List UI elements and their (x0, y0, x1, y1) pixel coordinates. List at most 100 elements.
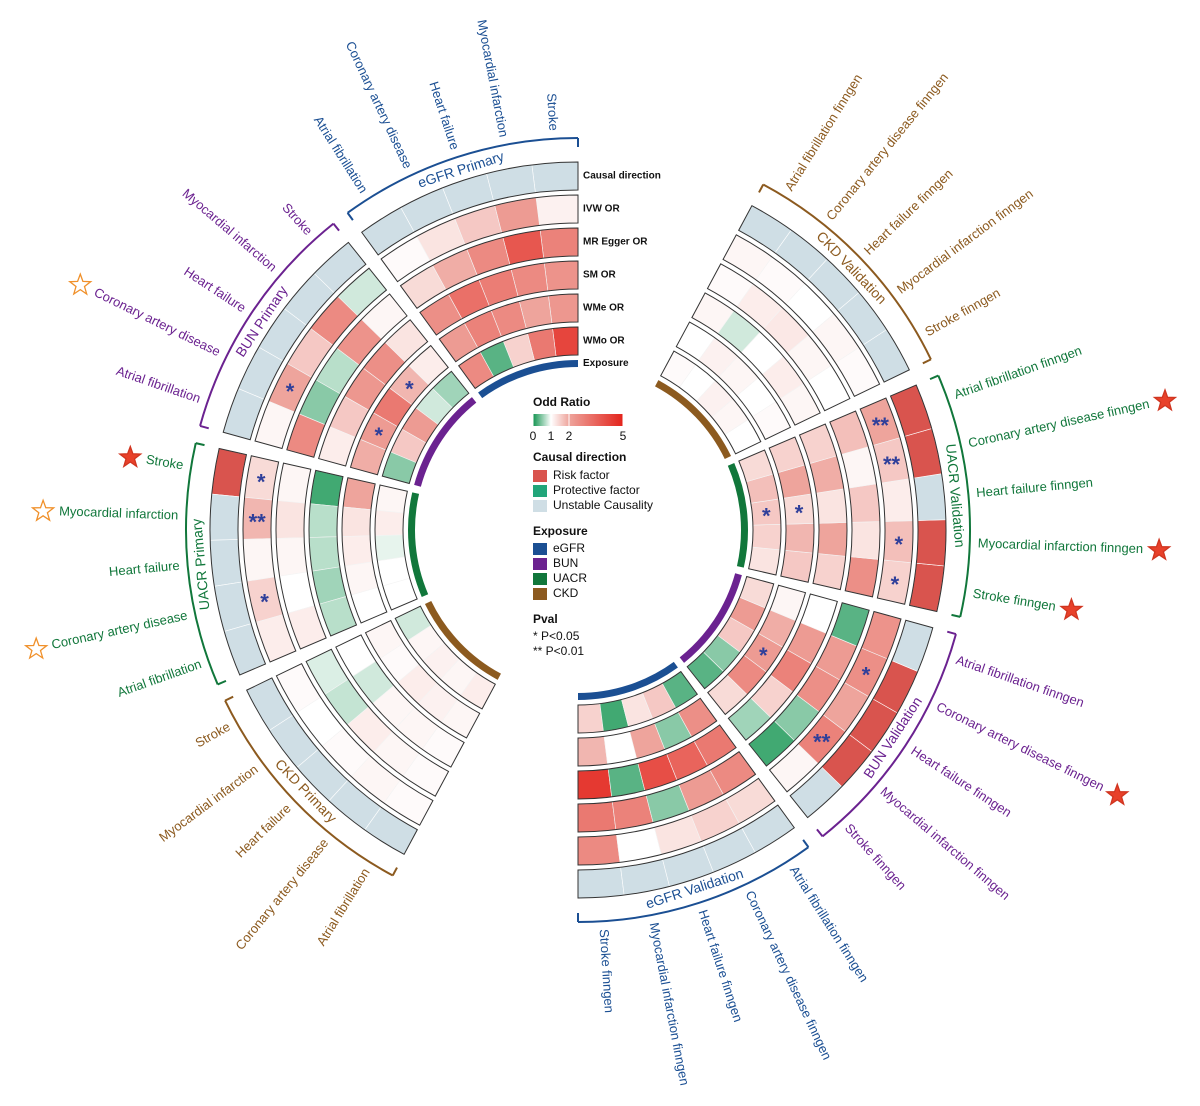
ring-outline (577, 670, 699, 734)
direction-cell (209, 493, 240, 541)
legend-label: eGFR (553, 541, 585, 555)
pval-star: * (375, 423, 384, 448)
heat-cell (543, 260, 579, 292)
heat-cell (341, 535, 373, 567)
outcome-label: Heart failure finngen (861, 166, 956, 258)
heat-cell (881, 478, 914, 522)
legend-label: Protective factor (553, 483, 640, 497)
ring-outline (798, 423, 848, 591)
pval-star: ** (872, 413, 890, 438)
pval-star: * (257, 469, 266, 494)
legend-label: Unstable Causality (553, 498, 653, 512)
legend-label: ** P<0.01 (533, 644, 584, 658)
group-label: UACR Validation (943, 443, 968, 548)
outcome-label: Myocardial infarction (180, 186, 280, 275)
highlight-star (1146, 537, 1172, 561)
ring-label: IVW OR (583, 204, 620, 215)
exposure-band (478, 360, 578, 399)
legend-label: * P<0.05 (533, 629, 580, 643)
ring-outline (660, 350, 762, 455)
outcome-label: Atrial fibrillation finngen (782, 71, 866, 193)
ring-outline (748, 602, 870, 767)
legend-label: CKD (553, 586, 579, 600)
ring-outline (305, 648, 450, 797)
ring-outline (360, 161, 579, 256)
ring-outline (686, 575, 775, 690)
direction-cell (577, 866, 625, 899)
legend-swatch (533, 558, 547, 570)
group-bracket (347, 137, 579, 214)
heat-cell (829, 410, 869, 455)
ring-outline (242, 455, 297, 663)
ring-outline (419, 260, 579, 336)
heat-cell (815, 488, 848, 524)
outcome-label: Atrial fibrillation (115, 656, 203, 700)
ring-outline (577, 724, 737, 800)
outcome-label: Atrial fibrillation (313, 865, 372, 948)
legend-title: Causal direction (533, 450, 626, 464)
heat-cell (799, 423, 837, 464)
exposure-band (578, 661, 678, 700)
bracket-tick (951, 613, 961, 618)
outcome-label: Atrial fibrillation finngen (954, 652, 1086, 710)
heat-cell (275, 537, 308, 577)
highlight-star (67, 272, 93, 296)
bracket-tick (391, 867, 398, 876)
group-bracket (199, 222, 335, 427)
ring-outline (829, 410, 881, 598)
direction-cell (209, 539, 243, 587)
highlight-star (117, 444, 143, 468)
ring-outline (768, 610, 902, 793)
heat-cell (850, 521, 881, 560)
ring-outline (768, 436, 815, 583)
highlight-star (1059, 596, 1084, 621)
ring-label: MR Egger OR (583, 237, 648, 248)
ring-outline (286, 293, 408, 458)
exposure-band (424, 600, 501, 680)
direction-cell (916, 519, 947, 567)
outcome-label: Myocardial infarction (156, 762, 261, 845)
outcome-label: Heart failure (426, 80, 462, 152)
heat-cell (374, 509, 405, 536)
ring-outline (381, 370, 470, 485)
heat-cell (275, 500, 306, 539)
outcome-label: Coronary artery disease (50, 608, 189, 652)
ring-outline (789, 619, 934, 819)
heat-cell (817, 522, 848, 557)
legend-swatch (533, 543, 547, 555)
color-tick-label: 2 (566, 429, 573, 443)
ring-outline (246, 677, 419, 855)
group-bracket (762, 183, 932, 360)
legend-label: BUN (553, 556, 578, 570)
heat-cell (848, 483, 881, 523)
ring-outline (394, 605, 496, 710)
bracket-tick (816, 828, 824, 837)
heat-cell (308, 503, 339, 538)
heat-cell (319, 596, 357, 637)
heat-cell (577, 801, 617, 833)
ring-outline (349, 344, 449, 476)
group-bracket (224, 700, 394, 877)
ring-outline (738, 449, 782, 576)
bracket-tick (224, 695, 234, 702)
bracket-tick (199, 424, 210, 430)
legend-swatch (533, 573, 547, 585)
pval-star: * (286, 379, 295, 404)
ring-outline (889, 384, 947, 613)
direction-cell (211, 448, 247, 498)
heat-cell (287, 605, 327, 650)
ring-label: Exposure (583, 358, 629, 369)
outcome-label: Stroke (193, 719, 233, 751)
outcome-label: Heart failure finngen (976, 475, 1094, 501)
ring-outline (706, 263, 851, 412)
outcome-label: Heart failure (232, 801, 293, 861)
pval-star: * (862, 663, 871, 688)
group-bracket (937, 375, 971, 618)
legend-swatch (533, 485, 547, 497)
outcome-label: Stroke (279, 200, 315, 238)
legend-swatch (533, 588, 547, 600)
pval-star: * (895, 532, 904, 557)
heat-cell (748, 546, 781, 576)
highlight-star (1104, 782, 1130, 806)
